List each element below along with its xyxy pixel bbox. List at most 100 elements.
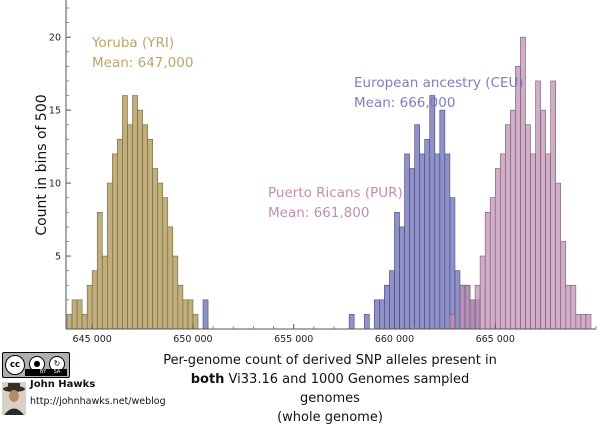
series-annotation-0-line1: Mean: 647,000 xyxy=(92,55,193,71)
bar-series0-bin7 xyxy=(101,255,108,330)
bar-series0-bin19 xyxy=(162,197,169,330)
bar-series1-bin17 xyxy=(444,153,451,330)
x-tick-label-0: 645 000 xyxy=(73,334,112,345)
bar-series2-bin25 xyxy=(580,314,587,330)
bar-series2-bin21 xyxy=(560,241,567,330)
x-tick-label-4: 665 000 xyxy=(476,334,515,345)
bar-series0-bin2 xyxy=(76,299,83,330)
bar-series2-bin17 xyxy=(540,109,546,330)
bar-series0-bin12 xyxy=(127,124,133,330)
bar-series1-bin0 xyxy=(202,299,209,330)
bar-series0-bin21 xyxy=(172,255,179,330)
bar-series2-bin1 xyxy=(459,284,466,330)
bar-series2-bin12 xyxy=(515,66,521,330)
bar-series0-bin6 xyxy=(96,211,103,330)
author-url[interactable]: http://johnhawks.net/weblog xyxy=(30,396,166,407)
y-axis-label: Count in bins of 500 xyxy=(34,94,50,235)
series-annotation-2-line0: European ancestry (CEU) xyxy=(354,75,524,91)
bar-series2-bin24 xyxy=(575,314,582,330)
bar-series1-bin4 xyxy=(379,299,385,330)
bar-series1-bin11 xyxy=(414,124,420,330)
histogram-bars xyxy=(66,36,592,330)
bar-series2-bin9 xyxy=(499,153,506,330)
bar-series2-bin22 xyxy=(565,284,572,330)
bar-series0-bin4 xyxy=(86,284,93,330)
bar-series0-bin8 xyxy=(107,182,113,330)
credit-block: cc ● ↻ BY SA John Hawks http://johnhawks… xyxy=(0,352,166,415)
cc-icon: cc xyxy=(5,355,25,375)
bar-series1-bin13 xyxy=(424,139,431,330)
bar-series0-bin15 xyxy=(142,124,148,330)
bar-series1-bin3 xyxy=(374,299,380,330)
bar-series2-bin5 xyxy=(479,255,486,330)
bar-series2-bin11 xyxy=(510,109,516,330)
series-annotation-0-line0: Yoruba (YRI) xyxy=(91,35,174,51)
y-tick-label-1: 10 xyxy=(49,179,61,190)
bar-series0-bin22 xyxy=(177,284,184,330)
bar-series2-bin2 xyxy=(464,284,471,330)
bar-series2-bin23 xyxy=(570,284,577,330)
series-annotation-1-line0: Puerto Ricans (PUR) xyxy=(268,185,403,201)
bar-series0-bin10 xyxy=(117,139,123,330)
x-tick-label-3: 660 000 xyxy=(375,334,414,345)
x-axis-label-line-2: (whole genome) xyxy=(277,410,383,425)
x-axis-label-line-0: Per-genome count of derived SNP alleles … xyxy=(163,353,497,368)
author-name: John Hawks xyxy=(30,379,96,390)
series-annotation-1-line1: Mean: 661,800 xyxy=(268,205,369,221)
bar-series1-bin16 xyxy=(439,109,446,330)
bar-series1-bin15 xyxy=(434,153,441,330)
bar-series0-bin23 xyxy=(182,299,189,330)
bar-series2-bin20 xyxy=(555,182,562,330)
series-annotation-2-line1: Mean: 666,000 xyxy=(354,95,455,111)
bar-series2-bin8 xyxy=(494,168,501,330)
bar-series1-bin8 xyxy=(399,226,405,330)
bar-series0-bin20 xyxy=(167,226,174,330)
bar-series2-bin7 xyxy=(489,197,496,330)
y-tick-label-0: 5 xyxy=(55,252,61,263)
annotations: Yoruba (YRI) Mean: 647,000 European ancest… xyxy=(91,35,524,221)
y-tick-label-2: 15 xyxy=(49,106,61,117)
x-axis-label-line-1: both Vi33.16 and 1000 Genomes sampled ge… xyxy=(190,372,470,406)
bar-series2-bin10 xyxy=(505,124,511,330)
bar-series0-bin11 xyxy=(122,95,128,330)
bar-series2-bin0 xyxy=(449,314,456,330)
bar-series1-bin1 xyxy=(348,314,355,330)
bar-series2-bin19 xyxy=(550,80,556,330)
bar-series2-bin6 xyxy=(484,211,491,330)
bar-series1-bin12 xyxy=(419,153,426,330)
bar-series1-bin7 xyxy=(394,211,400,330)
bar-series0-bin17 xyxy=(152,168,158,330)
bar-series1-bin2 xyxy=(363,314,370,330)
bar-series1-bin19 xyxy=(454,270,461,330)
bar-series1-bin10 xyxy=(409,168,415,330)
chart: 645 000 650 000 655 000 660 000 665 000 5 10 15… xyxy=(34,0,597,345)
bar-series2-bin16 xyxy=(535,80,541,330)
bar-series0-bin3 xyxy=(81,314,88,330)
y-tick-label-3: 20 xyxy=(49,33,61,44)
by-tag: BY xyxy=(25,369,61,376)
axes: 645 000 650 000 655 000 660 000 665 000 5 10 15… xyxy=(34,0,597,345)
bar-series1-bin18 xyxy=(449,197,456,330)
cc-license-badge[interactable]: cc ● ↻ BY SA xyxy=(2,352,70,378)
bar-series0-bin18 xyxy=(157,182,164,330)
bar-series0-bin1 xyxy=(71,299,78,330)
sa-tag: SA xyxy=(47,369,67,376)
bar-series1-bin6 xyxy=(389,270,395,330)
bar-series0-bin13 xyxy=(132,95,138,330)
bar-series0-bin14 xyxy=(137,109,143,330)
bar-series0-bin5 xyxy=(91,270,98,330)
bar-series0-bin0 xyxy=(66,314,73,330)
bar-series2-bin26 xyxy=(585,314,592,330)
author-avatar xyxy=(2,382,26,415)
bar-series0-bin25 xyxy=(192,314,199,330)
bar-series1-bin14 xyxy=(429,95,436,330)
bar-series2-bin18 xyxy=(545,153,551,330)
bar-series0-bin16 xyxy=(147,139,153,330)
x-axis-label: Per-genome count of derived SNP alleles … xyxy=(160,351,500,427)
bar-series2-bin3 xyxy=(469,299,476,330)
bar-series1-bin5 xyxy=(384,284,390,330)
x-tick-label-2: 655 000 xyxy=(274,334,313,345)
bar-series1-bin9 xyxy=(404,153,410,330)
bar-series2-bin14 xyxy=(525,124,531,330)
bar-series0-bin9 xyxy=(112,153,118,330)
